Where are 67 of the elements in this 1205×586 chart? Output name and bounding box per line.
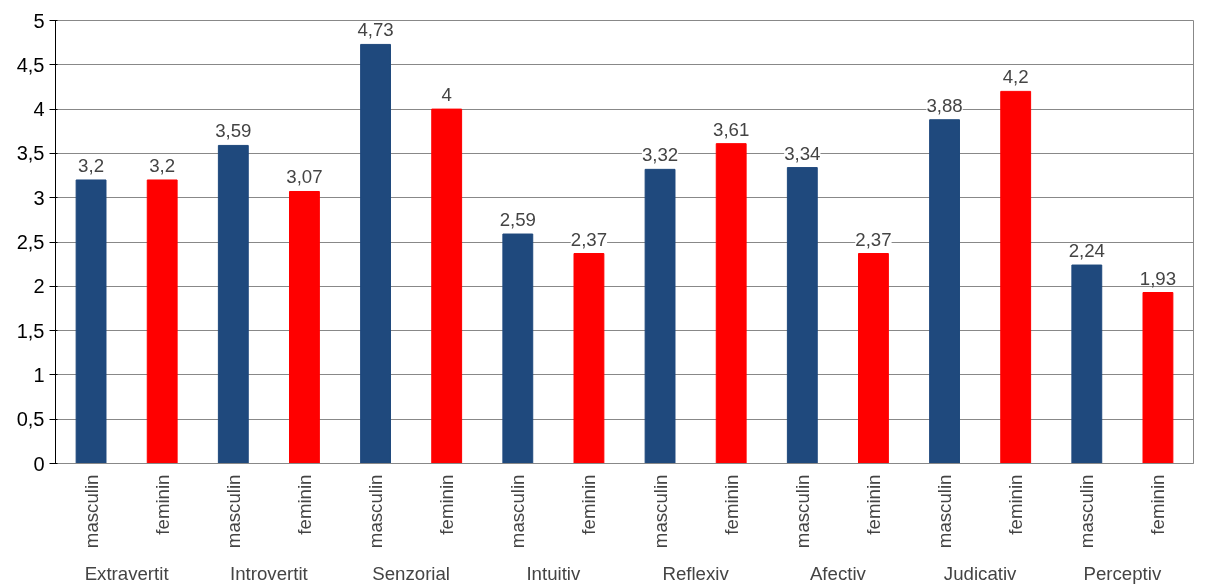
- text: Judicativ: [943, 562, 1018, 584]
- y-tick-label: 0: [33, 452, 45, 475]
- bar: [289, 191, 320, 464]
- bar: [431, 108, 463, 464]
- bar: [1142, 292, 1174, 464]
- y-tick-label: 5: [33, 9, 45, 32]
- bar: [75, 179, 107, 464]
- text: Senzorial: [372, 562, 451, 584]
- x-tick-label: feminin: [1005, 474, 1027, 535]
- bar: [573, 253, 605, 464]
- data-label: 2,59: [499, 209, 536, 231]
- text: Intuitiv: [526, 562, 582, 584]
- bar: [929, 119, 960, 464]
- bar: [502, 233, 534, 464]
- data-label: 3,2: [149, 154, 176, 176]
- x-tick-label: masculin: [1076, 474, 1098, 549]
- data-label: 3,07: [286, 166, 323, 188]
- x-tick-label: masculin: [649, 474, 671, 549]
- y-tick-label: 1,5: [16, 319, 45, 342]
- y-tick-label: 3: [33, 186, 45, 209]
- bar: [360, 43, 391, 464]
- data-label: 1,93: [1139, 267, 1177, 289]
- x-tick-label: feminin: [578, 474, 600, 535]
- text: Afectiv: [809, 562, 867, 584]
- data-label: 2,37: [855, 228, 892, 250]
- y-tick-label: 2: [33, 275, 45, 298]
- x-tick-label: feminin: [720, 474, 742, 535]
- text: Perceptiv: [1083, 562, 1162, 584]
- y-tick-label: 0,5: [16, 408, 45, 431]
- text: Introvertit: [230, 562, 309, 584]
- x-tick-label: masculin: [934, 474, 956, 549]
- y-tick-label: 4,5: [16, 53, 45, 76]
- x-tick-label: masculin: [365, 474, 387, 549]
- x-tick-label: masculin: [80, 474, 102, 549]
- x-tick-label: masculin: [507, 474, 529, 549]
- data-label: 4,2: [1002, 66, 1029, 88]
- y-tick-label: 2,5: [16, 231, 45, 253]
- bar: [1071, 264, 1103, 464]
- bar: [858, 253, 889, 464]
- x-tick-label: feminin: [293, 474, 315, 535]
- bar: [1000, 90, 1032, 464]
- x-tick-label: masculin: [222, 474, 244, 549]
- data-label: 3,61: [713, 118, 750, 140]
- y-tick-label: 1: [33, 363, 45, 386]
- data-label: 3,2: [78, 154, 105, 176]
- bar: [217, 144, 249, 464]
- data-label: 2,37: [570, 228, 608, 250]
- x-tick-label: masculin: [791, 474, 813, 549]
- data-label: 3,34: [784, 142, 821, 164]
- data-label: 3,88: [926, 94, 963, 116]
- text: Extravertit: [84, 562, 170, 584]
- x-tick-label: feminin: [1147, 474, 1169, 535]
- x-tick-label: feminin: [151, 474, 173, 535]
- text: Reflexiv: [662, 562, 730, 584]
- y-tick-label: 4: [33, 98, 45, 121]
- bar: [644, 168, 676, 464]
- data-label: 4,73: [357, 19, 394, 41]
- data-label: 2,24: [1068, 240, 1105, 262]
- data-label: 3,59: [215, 120, 252, 142]
- x-tick-label: feminin: [862, 474, 884, 535]
- bar: [146, 179, 178, 464]
- bar: [715, 143, 747, 464]
- bar: [786, 167, 818, 464]
- y-tick-label: 3,5: [16, 142, 45, 165]
- data-label: 3,32: [641, 144, 679, 166]
- x-tick-label: feminin: [436, 474, 458, 535]
- data-label: 4: [441, 84, 452, 106]
